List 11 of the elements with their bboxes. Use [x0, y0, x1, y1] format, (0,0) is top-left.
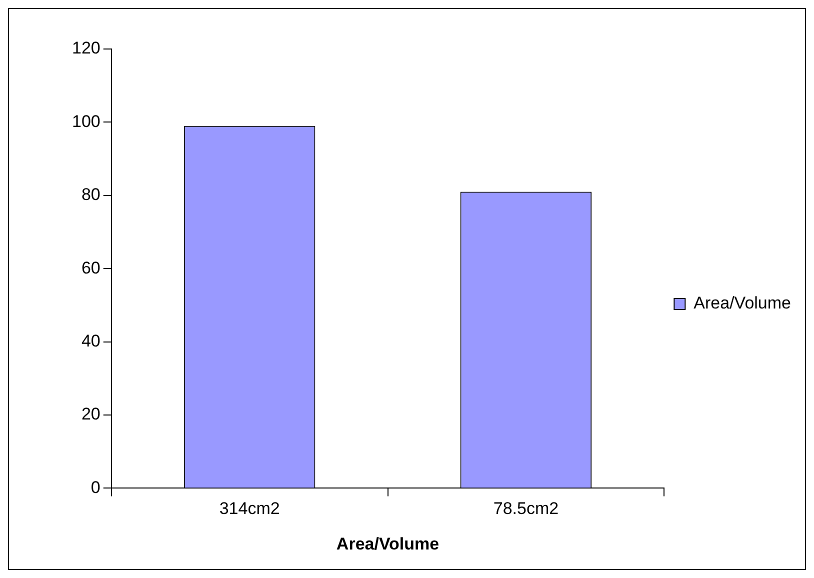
x-tick-label: 78.5cm2 — [493, 499, 559, 518]
y-tick-label: 120 — [72, 38, 100, 58]
y-tick-label: 20 — [81, 404, 100, 424]
y-tick-label: 80 — [81, 185, 100, 204]
y-tick-label: 0 — [90, 478, 100, 497]
legend-label: Area/Volume — [694, 294, 792, 313]
y-tick-label: 60 — [81, 258, 100, 278]
x-axis-title: Area/Volume — [336, 534, 440, 554]
x-tick-label: 314cm2 — [219, 499, 280, 518]
y-tick-label: 100 — [72, 112, 100, 131]
y-tick-label: 40 — [81, 331, 100, 350]
